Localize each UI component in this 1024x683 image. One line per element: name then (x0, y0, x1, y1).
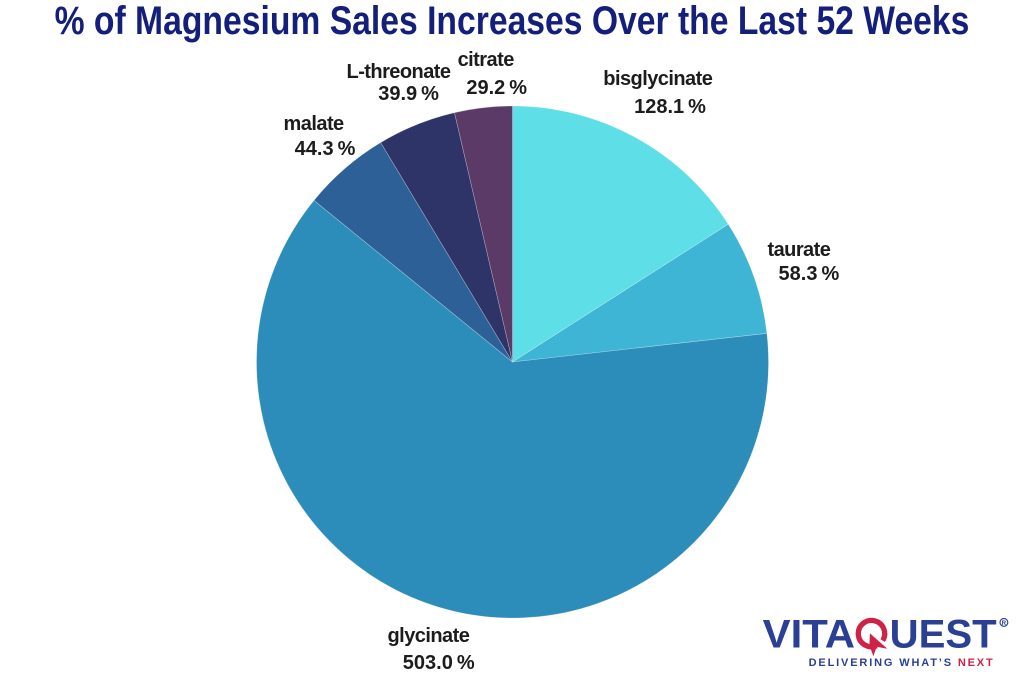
svg-text:R: R (1002, 620, 1007, 627)
svg-text:VITA: VITA (763, 613, 855, 657)
svg-text:UEST: UEST (890, 613, 997, 657)
